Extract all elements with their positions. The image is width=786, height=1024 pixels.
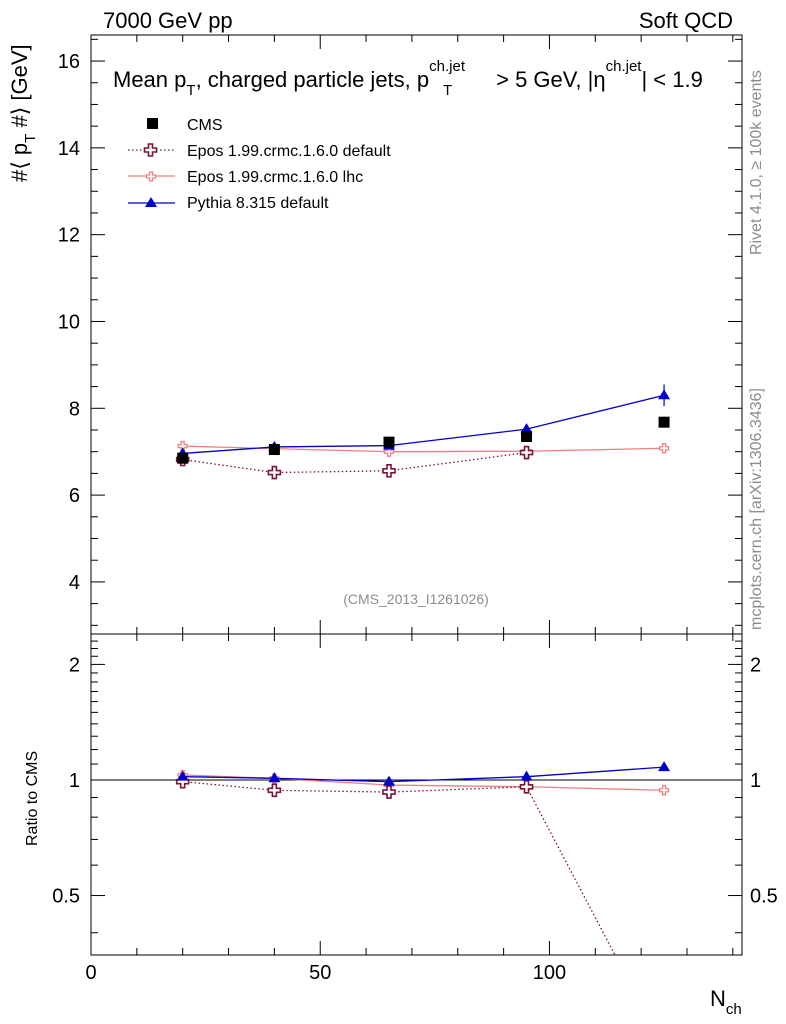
point-cms	[383, 436, 395, 448]
header-left: 7000 GeV pp	[103, 8, 233, 33]
mcplots-label: mcplots.cern.ch [arXiv:1306.3436]	[748, 388, 765, 630]
x-axis-label-a: N	[710, 986, 726, 1011]
ratio-point-epos-1-99-crmc-1-6-0-default	[382, 785, 396, 799]
x-tick-label: 50	[309, 962, 331, 984]
title-sub-1: T	[186, 82, 195, 99]
x-axis-label: Nch	[710, 986, 742, 1018]
ratio-tick-label-left: 2	[69, 654, 80, 676]
legend-label-cms: CMS	[187, 117, 223, 134]
legend-marker-cms	[147, 118, 158, 129]
point-epos-1-99-crmc-1-6-0-lhc	[383, 446, 395, 457]
point-cms	[521, 431, 533, 443]
point-cms	[177, 452, 189, 464]
legend-marker-epos-default	[128, 143, 175, 157]
ratio-line-epos-1-99-crmc-1-6-0-default	[182, 780, 616, 956]
legend-marker-pythia	[128, 197, 175, 207]
x-tick-label: 100	[533, 962, 566, 984]
series-line-epos-1-99-crmc-1-6-0-default	[182, 451, 527, 474]
title-sub-2: T	[443, 82, 452, 99]
y-tick-label: 6	[69, 485, 80, 507]
point-epos-1-99-crmc-1-6-0-default	[382, 463, 396, 478]
legend: CMS Epos 1.99.crmc.1.6.0 default Epos 1.…	[128, 117, 391, 212]
ratio-point-pythia-8-315-default	[176, 770, 189, 781]
series-line-pythia-8-315-default	[182, 394, 665, 455]
y-tick-label: 10	[58, 311, 80, 333]
legend-label-pythia: Pythia 8.315 default	[187, 195, 329, 212]
analysis-watermark: (CMS_2013_I1261026)	[343, 591, 489, 607]
title-part-1: Mean p	[113, 67, 186, 92]
plot-title: Mean pT, charged particle jets, pch.jet T…	[113, 58, 703, 99]
y-tick-label: 8	[69, 398, 80, 420]
title-part-3: > 5 GeV, |η	[490, 67, 606, 92]
y-axis-label-sub: T	[22, 134, 39, 143]
y-axis-label: #⟨ pT #⟩ [GeV]	[7, 44, 39, 182]
ratio-point-epos-1-99-crmc-1-6-0-default	[267, 783, 282, 798]
ratio-point-pythia-8-315-default	[658, 761, 671, 772]
x-tick-label: 0	[85, 962, 96, 984]
y-tick-label: 16	[58, 51, 80, 73]
axis-ticks	[90, 35, 742, 955]
ratio-y-axis-label: Ratio to CMS	[24, 751, 41, 846]
title-part-2: , charged particle jets, p	[196, 67, 430, 92]
ratio-point-epos-1-99-crmc-1-6-0-lhc	[658, 785, 670, 796]
ratio-tick-label-right: 1	[750, 770, 761, 792]
y-axis-label-c: #⟩ [GeV]	[7, 44, 32, 133]
x-axis-label-sub: ch	[726, 1001, 742, 1018]
legend-label-epos-lhc: Epos 1.99.crmc.1.6.0 lhc	[187, 169, 363, 186]
legend-marker-epos-lhc	[128, 171, 175, 182]
ratio-point-pythia-8-315-default	[382, 775, 395, 786]
ratio-line-pythia-8-315-default	[182, 766, 665, 783]
ratio-point-epos-1-99-crmc-1-6-0-default	[519, 779, 534, 794]
point-epos-1-99-crmc-1-6-0-default	[519, 445, 534, 460]
ratio-tick-label-right: 0.5	[750, 886, 778, 908]
ratio-plot-frame	[90, 633, 743, 956]
y-tick-label: 14	[58, 138, 80, 160]
ratio-series	[175, 761, 671, 956]
title-sup-1: ch.jet	[429, 58, 466, 75]
title-part-4: | < 1.9	[641, 67, 702, 92]
main-series	[175, 384, 671, 480]
ratio-tick-label-left: 0.5	[52, 886, 80, 908]
legend-label-epos-default: Epos 1.99.crmc.1.6.0 default	[187, 143, 391, 160]
ratio-tick-label-left: 1	[69, 770, 80, 792]
point-epos-1-99-crmc-1-6-0-default	[267, 465, 282, 480]
ratio-point-pythia-8-315-default	[520, 770, 533, 781]
header-right: Soft QCD	[639, 8, 733, 33]
y-tick-label: 12	[58, 225, 80, 247]
ratio-tick-label-right: 2	[750, 654, 761, 676]
title-sup-2: ch.jet	[606, 58, 643, 75]
point-epos-1-99-crmc-1-6-0-lhc	[658, 443, 670, 454]
y-tick-label: 4	[69, 572, 80, 594]
y-axis-label-a: #⟨ p	[7, 143, 32, 182]
point-cms	[268, 444, 280, 456]
point-pythia-8-315-default	[658, 389, 671, 400]
point-cms	[658, 416, 670, 428]
ratio-point-pythia-8-315-default	[268, 772, 281, 783]
rivet-label: Rivet 4.1.0, ≥ 100k events	[748, 70, 765, 255]
point-pythia-8-315-default	[520, 423, 533, 434]
